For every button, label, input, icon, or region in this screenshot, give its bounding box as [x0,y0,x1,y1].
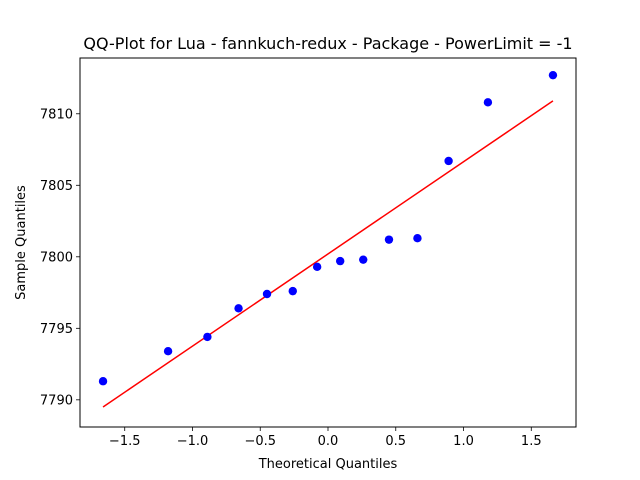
y-tick-label: 7810 [40,107,73,122]
chart-title: QQ-Plot for Lua - fannkuch-redux - Packa… [83,34,572,53]
data-point [483,98,493,107]
data-point [163,346,173,356]
y-axis-ticks: 7790 7795 7800 7805 7810 [40,107,80,408]
y-tick-label: 7795 [40,322,73,337]
data-point [288,286,297,296]
data-points-layer [98,70,558,386]
data-point [262,289,272,299]
y-tick-label: 7790 [40,393,73,408]
fit-line-layer [102,100,554,408]
x-tick-label: 1.0 [453,434,474,449]
data-point [359,255,368,264]
x-tick-label: 0.5 [385,434,406,449]
data-point [203,332,212,342]
data-point [335,256,345,266]
data-point [98,377,108,386]
plot-frame [79,57,577,428]
x-axis-label: Theoretical Quantiles [258,457,398,472]
y-tick-label: 7805 [40,179,73,194]
x-tick-label: −1.5 [109,434,141,449]
data-point [384,235,394,244]
plot-area [80,58,576,427]
x-axis-ticks: −1.5 −1.0 −0.5 0.0 0.5 1.0 1.5 [109,427,542,449]
data-point [413,234,422,243]
data-point [312,262,322,272]
x-tick-label: 0.0 [318,434,339,449]
data-point [234,304,243,313]
x-tick-label: −1.0 [177,434,209,449]
y-axis-label: Sample Quantiles [14,185,29,300]
data-point [444,156,453,166]
x-tick-label: 1.5 [521,434,542,449]
fit-line [102,100,554,408]
y-tick-label: 7800 [40,250,73,265]
x-tick-label: −0.5 [244,434,276,449]
data-point [548,70,558,80]
